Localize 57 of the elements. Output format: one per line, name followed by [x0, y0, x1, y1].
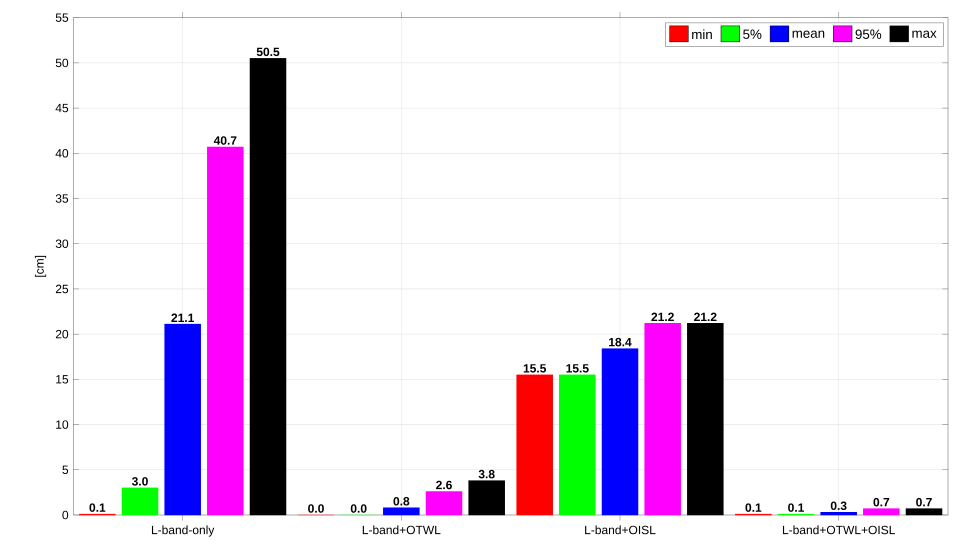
bar: [820, 512, 857, 516]
data-label: 40.7: [214, 136, 236, 145]
bar: [602, 348, 638, 516]
y-tick-label: 50: [56, 58, 68, 68]
bar: [250, 58, 286, 516]
bar: [426, 491, 462, 516]
legend-label: 5%: [743, 30, 762, 39]
data-label: 21.2: [694, 312, 717, 322]
data-label: 0.1: [89, 503, 106, 512]
data-label: 0.8: [393, 496, 410, 506]
data-label: 3.0: [132, 477, 148, 486]
y-tick-label: 5: [62, 466, 68, 474]
data-label: 0.7: [873, 498, 890, 506]
data-label: 0.0: [308, 504, 324, 513]
y-tick-label: 15: [56, 375, 68, 384]
data-label: 0.0: [350, 504, 367, 513]
legend-label: 95%: [856, 30, 882, 39]
data-label: 21.1: [171, 314, 194, 322]
data-label: 18.4: [609, 338, 632, 346]
y-tick-label: 45: [56, 104, 68, 112]
legend-label: min: [692, 29, 712, 39]
data-label: 50.5: [256, 48, 280, 56]
x-tick-label: L-band-only: [152, 525, 214, 537]
y-tick-label: 30: [56, 239, 68, 248]
bar: [559, 374, 596, 516]
data-label: 21.2: [651, 312, 674, 322]
y-tick-label: 40: [56, 149, 68, 158]
bar: [516, 374, 553, 516]
bar: [644, 323, 681, 516]
y-tick-label: 55: [56, 13, 68, 22]
data-label: 0.1: [788, 503, 804, 512]
legend-label: mean: [792, 30, 824, 38]
y-axis-title: [cm]: [34, 256, 46, 277]
data-label: 0.7: [916, 498, 932, 506]
y-tick-label: 10: [56, 420, 68, 429]
x-tick-label: L-band+OTWL+OISL: [782, 525, 895, 534]
data-label: 0.3: [830, 501, 847, 510]
y-tick-label: 35: [56, 194, 68, 203]
data-label: 2.6: [436, 480, 452, 490]
data-label: 0.1: [745, 503, 762, 512]
bar: [687, 323, 724, 516]
data-label: 15.5: [566, 364, 589, 373]
data-label: 3.8: [478, 470, 495, 478]
legend-label: max: [912, 30, 937, 38]
bar: [863, 508, 900, 516]
bar: [207, 146, 244, 516]
y-tick-label: 20: [56, 330, 68, 338]
bar: [164, 324, 201, 516]
y-tick-label: 25: [56, 284, 68, 294]
data-label: 15.5: [524, 364, 546, 373]
bar: [383, 507, 420, 516]
bar: [122, 488, 158, 516]
bar: [906, 508, 942, 516]
bar: [468, 480, 505, 516]
y-tick-label: 0: [62, 510, 68, 520]
x-tick-label: L-band+OTWL: [362, 525, 440, 534]
x-tick-label: L-band+OISL: [585, 525, 656, 534]
